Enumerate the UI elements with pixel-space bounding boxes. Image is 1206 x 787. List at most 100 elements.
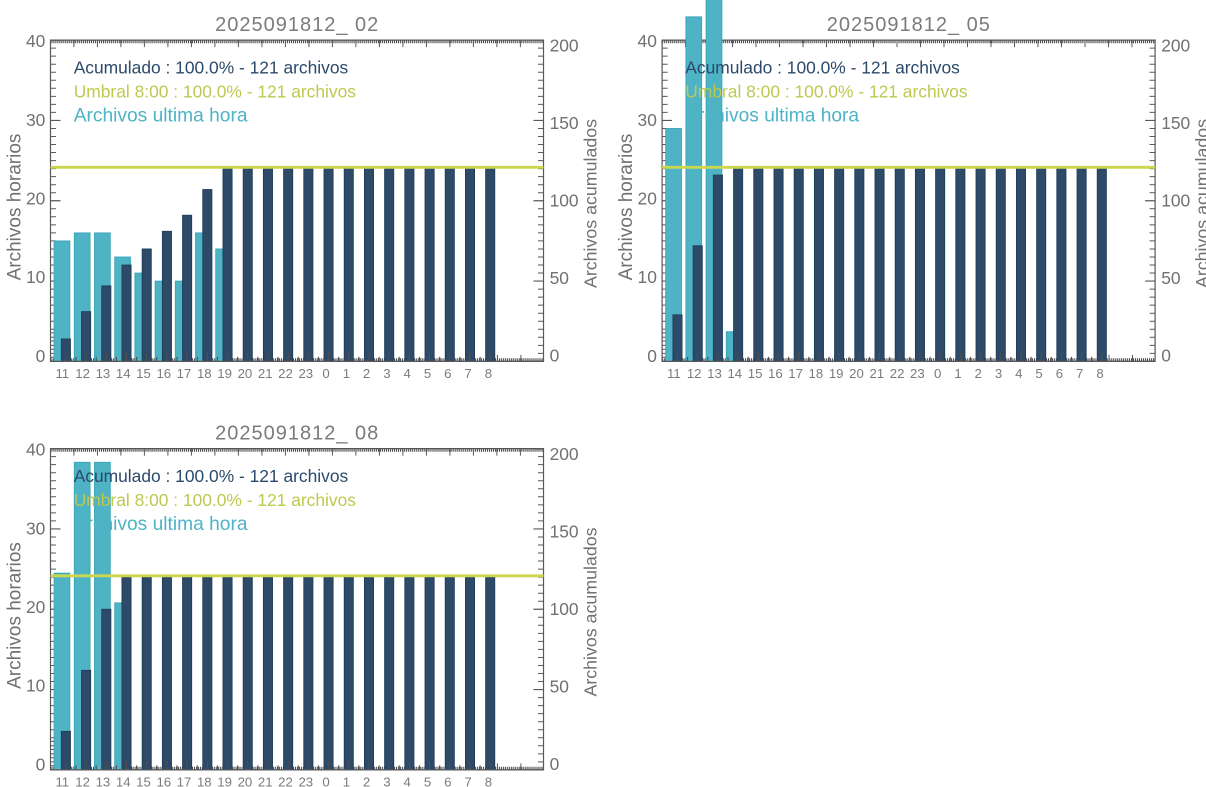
svg-text:17: 17 xyxy=(788,366,803,381)
svg-text:0: 0 xyxy=(36,754,46,774)
svg-text:2025091812_ 05: 2025091812_ 05 xyxy=(827,14,991,36)
svg-text:12: 12 xyxy=(687,366,702,381)
svg-text:11: 11 xyxy=(667,366,681,381)
svg-text:6: 6 xyxy=(444,774,451,787)
svg-text:20: 20 xyxy=(849,366,864,381)
svg-text:40: 40 xyxy=(26,440,45,460)
svg-text:3: 3 xyxy=(995,366,1002,381)
svg-text:40: 40 xyxy=(638,31,657,51)
svg-text:10: 10 xyxy=(638,267,657,287)
svg-text:10: 10 xyxy=(26,676,45,696)
svg-text:11: 11 xyxy=(55,774,69,787)
svg-text:21: 21 xyxy=(258,366,273,381)
svg-text:100: 100 xyxy=(550,599,579,619)
svg-text:100: 100 xyxy=(550,191,579,211)
svg-text:8: 8 xyxy=(1096,366,1103,381)
svg-text:2025091812_ 08: 2025091812_ 08 xyxy=(215,422,379,444)
svg-text:21: 21 xyxy=(869,366,884,381)
svg-text:14: 14 xyxy=(116,774,131,787)
svg-text:Archivos acumulados: Archivos acumulados xyxy=(581,527,601,696)
svg-text:Archivos horarios: Archivos horarios xyxy=(5,542,26,689)
svg-text:7: 7 xyxy=(464,366,471,381)
svg-text:Archivos acumulados: Archivos acumulados xyxy=(1192,119,1206,288)
svg-text:50: 50 xyxy=(1161,268,1180,288)
svg-text:17: 17 xyxy=(177,774,192,787)
svg-text:4: 4 xyxy=(1015,366,1022,381)
svg-text:20: 20 xyxy=(26,189,45,209)
svg-text:50: 50 xyxy=(550,268,569,288)
svg-text:1: 1 xyxy=(343,774,350,787)
svg-text:16: 16 xyxy=(156,366,171,381)
svg-text:Acumulado : 100.0% - 121 archi: Acumulado : 100.0% - 121 archivos xyxy=(74,58,349,78)
svg-text:Umbral 8:00 : 100.0% - 121 arc: Umbral 8:00 : 100.0% - 121 archivos xyxy=(74,82,357,102)
svg-text:1: 1 xyxy=(343,366,350,381)
svg-text:Umbral 8:00 : 100.0% - 121 arc: Umbral 8:00 : 100.0% - 121 archivos xyxy=(685,82,968,102)
svg-text:19: 19 xyxy=(217,774,232,787)
svg-text:0: 0 xyxy=(934,366,941,381)
svg-text:13: 13 xyxy=(96,366,111,381)
svg-text:30: 30 xyxy=(26,518,45,538)
svg-text:100: 100 xyxy=(1161,191,1190,211)
svg-text:14: 14 xyxy=(116,366,131,381)
svg-text:Acumulado : 100.0% - 121 archi: Acumulado : 100.0% - 121 archivos xyxy=(74,466,349,486)
svg-text:12: 12 xyxy=(75,366,90,381)
svg-text:15: 15 xyxy=(136,366,151,381)
svg-text:Umbral 8:00 : 100.0% - 121 arc: Umbral 8:00 : 100.0% - 121 archivos xyxy=(74,490,357,510)
svg-text:1: 1 xyxy=(954,366,961,381)
svg-text:Archivos horarios: Archivos horarios xyxy=(616,134,637,281)
svg-text:21: 21 xyxy=(258,774,273,787)
svg-text:6: 6 xyxy=(444,366,451,381)
svg-text:15: 15 xyxy=(136,774,151,787)
svg-text:3: 3 xyxy=(383,366,390,381)
svg-text:0: 0 xyxy=(550,754,560,774)
svg-text:Archivos horarios: Archivos horarios xyxy=(5,134,26,281)
svg-text:30: 30 xyxy=(638,110,657,130)
svg-text:7: 7 xyxy=(1076,366,1083,381)
svg-text:23: 23 xyxy=(298,774,313,787)
svg-text:22: 22 xyxy=(278,366,293,381)
svg-text:0: 0 xyxy=(550,346,560,366)
svg-text:0: 0 xyxy=(36,346,46,366)
svg-text:7: 7 xyxy=(464,774,471,787)
svg-text:150: 150 xyxy=(550,113,579,133)
svg-text:4: 4 xyxy=(404,774,411,787)
svg-text:18: 18 xyxy=(809,366,824,381)
svg-text:150: 150 xyxy=(550,521,579,541)
svg-text:19: 19 xyxy=(217,366,232,381)
svg-text:20: 20 xyxy=(238,366,253,381)
svg-text:4: 4 xyxy=(404,366,411,381)
svg-text:18: 18 xyxy=(197,774,212,787)
svg-text:15: 15 xyxy=(748,366,763,381)
svg-text:5: 5 xyxy=(1035,366,1042,381)
svg-text:20: 20 xyxy=(26,597,45,617)
svg-text:10: 10 xyxy=(26,267,45,287)
svg-text:17: 17 xyxy=(177,366,192,381)
svg-text:13: 13 xyxy=(707,366,722,381)
svg-text:200: 200 xyxy=(1161,35,1190,55)
svg-text:20: 20 xyxy=(638,189,657,209)
svg-text:22: 22 xyxy=(278,774,293,787)
svg-text:50: 50 xyxy=(550,677,569,697)
svg-text:2025091812_ 02: 2025091812_ 02 xyxy=(215,14,379,36)
svg-text:18: 18 xyxy=(197,366,212,381)
svg-text:30: 30 xyxy=(26,110,45,130)
svg-text:200: 200 xyxy=(550,444,579,464)
svg-text:0: 0 xyxy=(322,366,329,381)
svg-text:0: 0 xyxy=(322,774,329,787)
svg-text:23: 23 xyxy=(910,366,925,381)
svg-text:0: 0 xyxy=(647,346,657,366)
svg-text:3: 3 xyxy=(383,774,390,787)
svg-text:13: 13 xyxy=(96,774,111,787)
svg-text:5: 5 xyxy=(424,774,431,787)
svg-text:20: 20 xyxy=(238,774,253,787)
svg-text:8: 8 xyxy=(485,366,492,381)
svg-text:11: 11 xyxy=(55,366,69,381)
svg-text:Archivos acumulados: Archivos acumulados xyxy=(581,119,601,288)
svg-text:5: 5 xyxy=(424,366,431,381)
svg-text:8: 8 xyxy=(485,774,492,787)
svg-text:16: 16 xyxy=(156,774,171,787)
svg-text:Archivos ultima hora: Archivos ultima hora xyxy=(74,106,248,127)
svg-text:14: 14 xyxy=(727,366,742,381)
svg-text:2: 2 xyxy=(975,366,982,381)
svg-text:6: 6 xyxy=(1056,366,1063,381)
